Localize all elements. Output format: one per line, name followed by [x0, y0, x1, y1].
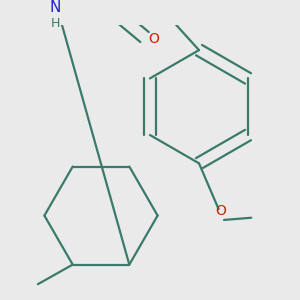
Text: O: O	[148, 32, 159, 46]
Text: O: O	[215, 204, 226, 218]
Text: H: H	[51, 17, 60, 31]
Text: N: N	[50, 0, 61, 15]
